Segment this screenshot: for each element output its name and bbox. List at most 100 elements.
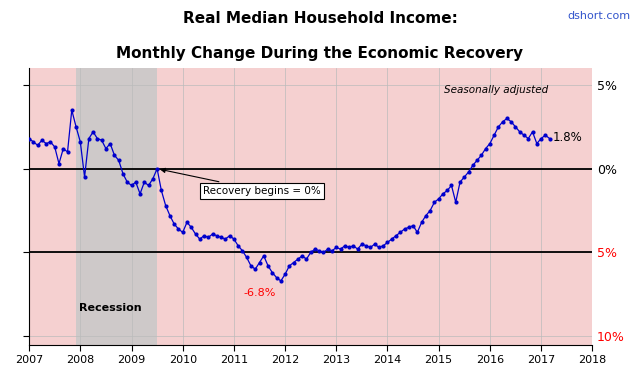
Point [41,141,51,147]
Point [161,203,171,209]
Point [79,174,90,180]
Text: dshort.com: dshort.com [567,11,630,21]
Point [237,248,248,254]
Point [404,224,414,230]
Point [493,124,504,130]
Point [207,231,218,237]
Point [365,244,376,250]
Point [148,176,158,182]
Point [75,139,85,145]
Point [331,244,341,250]
Point [100,146,111,152]
Point [374,244,384,250]
Point [63,149,73,155]
Point [195,236,205,242]
Point [420,212,431,218]
Point [250,266,260,272]
Point [246,263,256,269]
Text: -6.8%: -6.8% [243,288,276,298]
Point [289,260,299,266]
Text: Recession: Recession [79,303,141,313]
Point [318,249,328,255]
Point [220,236,230,242]
Point [58,146,68,152]
Point [433,196,444,202]
Point [33,142,43,148]
Point [28,139,38,145]
Text: 1.8%: 1.8% [552,131,582,144]
Point [510,124,520,130]
Point [519,132,529,138]
Point [84,136,94,142]
Point [173,226,184,232]
Point [71,124,81,130]
Point [476,152,486,158]
Point [54,161,64,167]
Point [276,278,286,284]
Point [327,248,337,254]
Point [271,274,282,280]
Point [335,246,346,252]
Point [446,182,456,188]
Point [310,246,320,252]
Point [348,243,358,249]
Point [399,226,410,232]
Point [297,253,307,259]
Point [412,229,422,235]
Point [459,174,469,180]
Point [442,187,452,193]
Point [378,243,388,249]
Point [361,243,371,249]
Point [228,236,239,242]
Point [425,207,435,214]
Point [212,233,222,239]
Point [438,191,448,197]
Point [515,129,525,135]
Point [417,219,427,225]
Point [118,171,128,177]
Point [109,152,120,158]
Point [241,255,252,261]
Point [45,139,56,145]
Point [314,248,324,254]
Point [463,169,474,175]
Point [408,223,418,229]
Point [177,229,188,235]
Point [305,249,316,255]
Point [92,136,102,142]
Point [169,221,179,227]
Point [481,146,491,152]
Point [182,219,192,225]
Point [254,260,264,266]
Point [540,132,550,138]
Point [323,246,333,252]
Point [532,141,542,147]
Point [395,229,405,235]
Point [451,199,461,205]
Point [484,141,495,147]
Point [88,129,98,135]
Point [216,234,226,241]
Point [263,263,273,269]
Point [139,179,149,185]
Point [97,137,107,143]
Point [50,144,60,150]
Point [506,119,516,125]
Point [527,129,538,135]
Point [502,116,512,122]
Text: Recovery begins = 0%: Recovery begins = 0% [161,168,321,196]
Point [131,179,141,185]
Text: Seasonally adjusted: Seasonally adjusted [444,86,548,95]
Point [387,236,397,242]
Point [536,136,546,142]
Point [497,119,508,125]
Point [391,233,401,239]
Point [369,241,380,247]
Point [259,253,269,259]
Point [152,166,162,172]
Point [186,224,196,230]
Point [135,191,145,197]
Point [382,239,392,245]
Point [356,241,367,247]
Point [280,271,290,277]
